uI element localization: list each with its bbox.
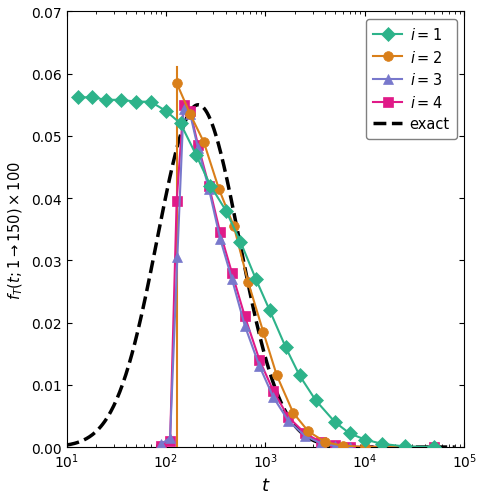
$i=1$ bbox=[75, 95, 81, 101]
$i=1$ bbox=[253, 277, 259, 283]
$i=1$ bbox=[313, 398, 318, 404]
$i=2$ bbox=[362, 444, 368, 450]
$i=1$ bbox=[178, 121, 183, 127]
$i=1$ bbox=[103, 98, 109, 104]
$i=1$ bbox=[208, 183, 213, 189]
$i=1$ bbox=[332, 419, 338, 425]
$i=4$ bbox=[195, 143, 201, 149]
$i=2$ bbox=[274, 373, 280, 379]
$i=2$ bbox=[305, 429, 311, 435]
$i=2$ bbox=[290, 410, 296, 416]
$i=4$ bbox=[271, 388, 276, 394]
$i=1$ bbox=[133, 100, 139, 106]
$i=3$ bbox=[286, 418, 291, 424]
$i=1$ bbox=[267, 308, 272, 314]
$i=3$ bbox=[206, 186, 212, 192]
$i=4$ bbox=[167, 438, 173, 444]
$i=2$ bbox=[322, 439, 328, 445]
$i=2$ bbox=[174, 81, 180, 87]
$i=3$ bbox=[432, 444, 438, 450]
$i=1$ bbox=[238, 239, 243, 245]
Y-axis label: $f_T(t;1\rightarrow 150)\times 100$: $f_T(t;1\rightarrow 150)\times 100$ bbox=[7, 160, 25, 299]
$i=3$ bbox=[318, 440, 324, 446]
$i=2$ bbox=[187, 112, 193, 118]
$i=4$ bbox=[217, 230, 223, 236]
$i=2$ bbox=[260, 329, 266, 335]
$i=1$ bbox=[297, 373, 302, 379]
$i=3$ bbox=[217, 236, 223, 242]
$i=3$ bbox=[159, 441, 165, 447]
$i=4$ bbox=[229, 270, 235, 276]
$i=1$ bbox=[362, 437, 368, 443]
$i=3$ bbox=[347, 444, 352, 450]
Legend: $i=1$, $i=2$, $i=3$, $i=4$, exact: $i=1$, $i=2$, $i=3$, $i=4$, exact bbox=[366, 20, 457, 139]
$i=4$ bbox=[242, 314, 248, 320]
$i=1$ bbox=[379, 441, 385, 447]
$i=4$ bbox=[302, 430, 308, 436]
$i=1$ bbox=[148, 100, 153, 106]
$i=4$ bbox=[257, 357, 262, 363]
$i=4$ bbox=[286, 414, 291, 420]
$i=3$ bbox=[174, 255, 180, 261]
Line: $i=2$: $i=2$ bbox=[172, 79, 439, 452]
$i=1$ bbox=[89, 95, 95, 101]
$i=4$ bbox=[159, 443, 165, 449]
$i=4$ bbox=[206, 183, 212, 189]
$i=4$ bbox=[432, 444, 438, 450]
$i=3$ bbox=[229, 277, 235, 283]
$i=2$ bbox=[245, 280, 251, 286]
$i=3$ bbox=[195, 146, 201, 152]
$i=3$ bbox=[187, 112, 193, 118]
$i=4$ bbox=[332, 442, 338, 448]
$i=2$ bbox=[216, 186, 222, 192]
$i=4$ bbox=[174, 199, 180, 205]
$i=2$ bbox=[432, 444, 438, 450]
$i=3$ bbox=[242, 323, 248, 329]
$i=3$ bbox=[302, 433, 308, 439]
$i=2$ bbox=[201, 140, 207, 146]
$i=1$ bbox=[193, 152, 199, 158]
$i=3$ bbox=[257, 363, 262, 369]
Line: $i=4$: $i=4$ bbox=[157, 101, 439, 452]
$i=4$ bbox=[318, 439, 324, 445]
$i=4$ bbox=[187, 109, 193, 115]
Line: $i=1$: $i=1$ bbox=[73, 93, 439, 452]
$i=3$ bbox=[332, 443, 338, 449]
$i=2$ bbox=[231, 223, 237, 229]
X-axis label: $t$: $t$ bbox=[261, 476, 270, 494]
$i=3$ bbox=[167, 435, 173, 441]
$i=1$ bbox=[432, 444, 438, 450]
$i=3$ bbox=[271, 394, 276, 400]
$i=1$ bbox=[118, 98, 123, 104]
Line: $i=3$: $i=3$ bbox=[157, 105, 439, 452]
$i=1$ bbox=[283, 345, 288, 351]
$i=1$ bbox=[402, 443, 408, 449]
$i=4$ bbox=[347, 444, 352, 450]
$i=1$ bbox=[347, 430, 352, 436]
$i=1$ bbox=[223, 208, 229, 214]
$i=4$ bbox=[181, 103, 186, 109]
$i=1$ bbox=[163, 109, 169, 115]
$i=2$ bbox=[340, 443, 346, 449]
$i=3$ bbox=[181, 107, 186, 113]
